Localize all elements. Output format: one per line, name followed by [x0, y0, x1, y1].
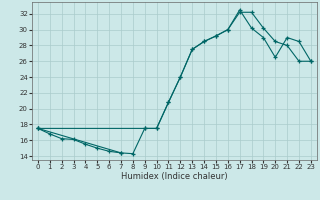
X-axis label: Humidex (Indice chaleur): Humidex (Indice chaleur)	[121, 172, 228, 181]
